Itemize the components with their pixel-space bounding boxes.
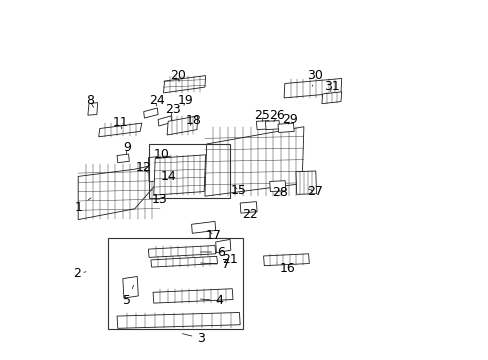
Bar [107,238,242,329]
Polygon shape [143,108,158,118]
Text: 10: 10 [153,148,169,161]
Polygon shape [240,202,257,213]
Polygon shape [158,116,171,126]
Polygon shape [277,123,294,132]
Text: 26: 26 [268,109,284,122]
Polygon shape [99,123,142,137]
Text: 13: 13 [152,193,167,206]
Polygon shape [117,154,129,163]
Text: 15: 15 [231,184,246,197]
Text: 3: 3 [182,332,205,345]
Polygon shape [153,155,205,195]
Text: 19: 19 [177,94,193,107]
Polygon shape [321,92,341,104]
Polygon shape [88,103,98,115]
Polygon shape [148,157,158,182]
Polygon shape [163,76,205,93]
Text: 24: 24 [148,94,164,107]
Text: 23: 23 [164,103,180,116]
Polygon shape [148,246,215,257]
Text: 21: 21 [222,250,238,266]
Polygon shape [295,171,316,194]
Polygon shape [160,176,176,188]
Text: 7: 7 [200,258,230,271]
Text: 25: 25 [253,109,269,122]
Text: 29: 29 [282,113,298,126]
Text: 17: 17 [205,229,222,242]
Polygon shape [156,156,170,163]
Polygon shape [215,239,230,253]
Text: 14: 14 [161,170,177,183]
Polygon shape [191,221,215,233]
Text: 30: 30 [306,69,322,86]
Text: 9: 9 [123,141,131,154]
Polygon shape [122,276,138,298]
Text: 5: 5 [123,285,133,307]
Polygon shape [78,164,160,220]
Polygon shape [269,181,285,192]
Text: 20: 20 [170,69,185,82]
Text: 11: 11 [112,116,128,129]
Polygon shape [204,127,303,196]
Polygon shape [256,121,269,130]
Polygon shape [151,256,217,267]
Text: 8: 8 [85,94,94,107]
Text: 1: 1 [75,198,91,213]
Text: 6: 6 [200,246,224,258]
Text: 31: 31 [323,80,339,93]
Polygon shape [263,254,309,266]
Polygon shape [284,78,341,98]
Polygon shape [265,121,279,130]
Polygon shape [117,312,240,328]
Polygon shape [224,174,232,188]
Text: 4: 4 [200,294,223,307]
Bar [149,144,230,198]
Text: 16: 16 [276,262,295,275]
Text: 28: 28 [272,186,288,199]
Polygon shape [167,116,197,135]
Text: 2: 2 [73,267,86,280]
Text: 12: 12 [136,161,151,174]
Text: 27: 27 [306,185,322,198]
Polygon shape [153,289,232,303]
Text: 22: 22 [242,208,257,221]
Text: 18: 18 [185,114,201,127]
